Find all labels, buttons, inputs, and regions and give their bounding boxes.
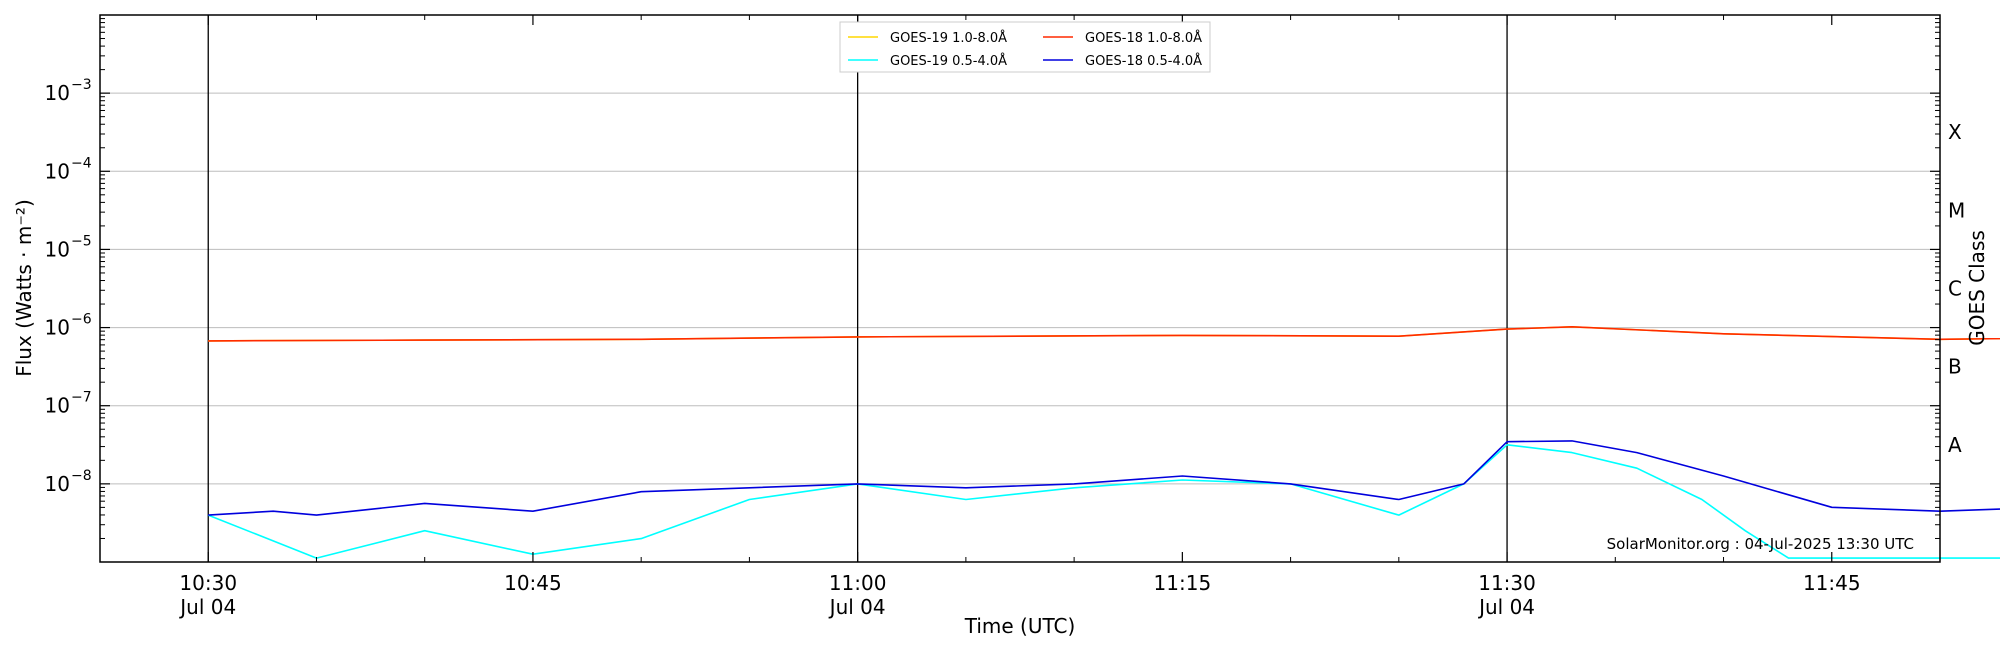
x-tick-label: 11:00 bbox=[829, 571, 887, 595]
series-line-1 bbox=[208, 325, 2000, 342]
legend: GOES-19 1.0-8.0Å GOES-19 0.5-4.0Å GOES-18 … bbox=[839, 21, 1211, 73]
series-line-3 bbox=[208, 440, 2000, 516]
x-tick-date: Jul 04 bbox=[1477, 595, 1535, 619]
goes-class-label: X bbox=[1948, 120, 1962, 144]
y-tick-exponent: −6 bbox=[71, 312, 92, 328]
day-marker-lines bbox=[207, 15, 1508, 562]
y-tick-label: 10 bbox=[45, 81, 70, 105]
legend-label: GOES-19 0.5-4.0Å bbox=[890, 53, 1007, 69]
legend-box bbox=[839, 21, 1211, 73]
series-line-2 bbox=[207, 443, 2000, 559]
x-axis-label: Time (UTC) bbox=[964, 614, 1076, 638]
y-tick-label: 10 bbox=[45, 237, 70, 261]
y-tick-label: 10 bbox=[45, 394, 70, 418]
legend-label: GOES-18 0.5-4.0Å bbox=[1085, 53, 1202, 69]
goes-class-label: M bbox=[1948, 198, 1965, 222]
goes-class-labels: X M C B A bbox=[1948, 120, 1965, 457]
y-tick-label: 10 bbox=[45, 316, 70, 340]
plot-frame bbox=[99, 14, 1941, 563]
goes-class-label: C bbox=[1948, 277, 1962, 301]
y-tick-exponent: −7 bbox=[71, 390, 92, 406]
legend-label: GOES-18 1.0-8.0Å bbox=[1085, 30, 1202, 46]
y-axis-ticks: 10−310−410−510−610−710−8 bbox=[45, 18, 1940, 539]
x-tick-label: 10:30 bbox=[179, 571, 237, 595]
x-tick-label: 10:45 bbox=[504, 571, 562, 595]
x-tick-date: Jul 04 bbox=[178, 595, 236, 619]
y-tick-exponent: −4 bbox=[71, 155, 92, 171]
credit-text: SolarMonitor.org : 04-Jul-2025 13:30 UTC bbox=[1607, 535, 1914, 553]
goes-class-label: A bbox=[1948, 433, 1962, 457]
y-tick-label: 10 bbox=[45, 159, 70, 183]
x-tick-date: Jul 04 bbox=[828, 595, 886, 619]
x-tick-label: 11:45 bbox=[1803, 571, 1861, 595]
grid-lines bbox=[100, 92, 1940, 485]
right-axis-label: GOES Class bbox=[1965, 230, 1989, 346]
series-lines bbox=[207, 325, 2000, 559]
y-tick-exponent: −3 bbox=[71, 77, 92, 93]
y-axis-label: Flux (Watts · m⁻²) bbox=[12, 199, 36, 377]
goes-class-label: B bbox=[1948, 355, 1962, 379]
y-tick-exponent: −8 bbox=[71, 468, 92, 484]
legend-label: GOES-19 1.0-8.0Å bbox=[890, 30, 1007, 46]
y-tick-label: 10 bbox=[45, 472, 70, 496]
x-tick-label: 11:15 bbox=[1154, 571, 1212, 595]
x-tick-label: 11:30 bbox=[1478, 571, 1536, 595]
y-tick-exponent: −5 bbox=[71, 233, 92, 249]
